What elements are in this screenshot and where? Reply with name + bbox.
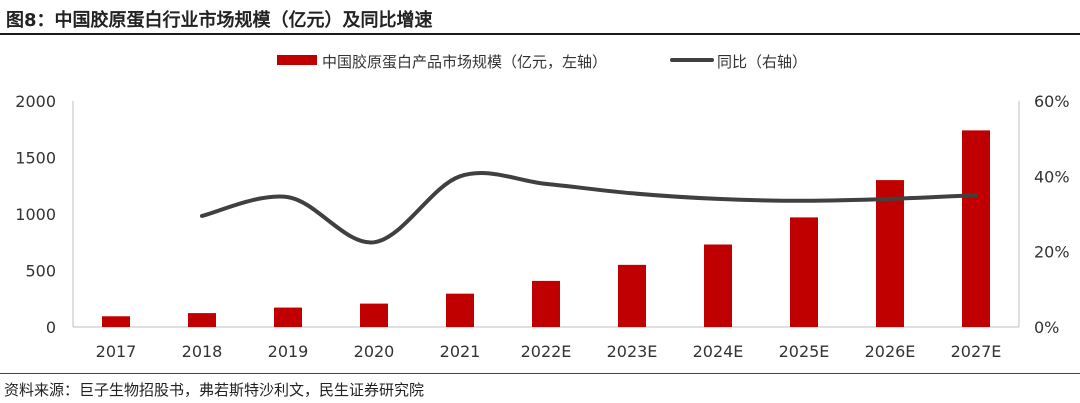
- bar-series: [102, 130, 990, 327]
- legend: 中国胶原蛋白产品市场规模（亿元，左轴） 同比（右轴）: [277, 53, 807, 71]
- bar-2020: [360, 303, 388, 327]
- bar-2022E: [532, 280, 560, 327]
- right-axis-tick-label: 20%: [1034, 243, 1070, 262]
- legend-bar-swatch: [277, 55, 317, 65]
- figure-title: 图8：中国胶原蛋白行业市场规模（亿元）及同比增速: [6, 10, 433, 31]
- x-axis-tick-label: 2020: [354, 342, 395, 361]
- bar-2019: [274, 307, 302, 327]
- bar-2026E: [876, 180, 904, 327]
- right-axis-tick-label: 40%: [1034, 167, 1070, 186]
- x-axis-tick-label: 2027E: [951, 342, 1002, 361]
- left-axis-tick-label: 500: [25, 262, 56, 281]
- bar-2023E: [618, 264, 646, 327]
- left-axis-tick-label: 1000: [15, 205, 56, 224]
- chart-area: 中国胶原蛋白产品市场规模（亿元，左轴） 同比（右轴） 0 500 1000 1500 2…: [0, 40, 1080, 370]
- x-axis-tick-label: 2024E: [693, 342, 744, 361]
- x-axis-tick-label: 2022E: [521, 342, 572, 361]
- combo-chart: 中国胶原蛋白产品市场规模（亿元，左轴） 同比（右轴） 0 500 1000 1500 2…: [15, 53, 1070, 361]
- bar-2017: [102, 316, 130, 327]
- x-axis-tick-label: 2019: [268, 342, 309, 361]
- left-axis-tick-label: 1500: [15, 149, 56, 168]
- title-divider: [0, 33, 1080, 35]
- x-axis-tick-label: 2018: [182, 342, 223, 361]
- bar-2018: [188, 313, 216, 327]
- legend-line-label: 同比（右轴）: [717, 53, 807, 71]
- bar-2021: [446, 293, 474, 327]
- x-axis-tick-labels: 2017 2018 2019 2020 2021 2022E 2023E 2024E 2025E…: [96, 342, 1002, 361]
- x-axis-tick-label: 2017: [96, 342, 137, 361]
- x-axis-tick-label: 2023E: [607, 342, 658, 361]
- source-note: 资料来源：巨子生物招股书，弗若斯特沙利文，民生证券研究院: [4, 381, 425, 399]
- right-axis-tick-label: 0%: [1034, 318, 1059, 337]
- right-axis-ticks: 0% 20% 40% 60%: [1034, 92, 1070, 337]
- x-axis-tick-label: 2026E: [865, 342, 916, 361]
- left-axis-tick-label: 2000: [15, 92, 56, 111]
- left-axis-ticks: 0 500 1000 1500 2000: [15, 92, 56, 337]
- yoy-line: [200, 171, 978, 245]
- bar-2024E: [704, 244, 732, 327]
- x-axis-tick-label: 2025E: [779, 342, 830, 361]
- bar-2027E: [962, 130, 990, 327]
- footer-divider: [0, 373, 1080, 374]
- line-series: [200, 171, 978, 245]
- x-axis-tick-label: 2021: [440, 342, 481, 361]
- legend-bar-label: 中国胶原蛋白产品市场规模（亿元，左轴）: [322, 53, 607, 71]
- bar-2025E: [790, 217, 818, 327]
- right-axis-tick-label: 60%: [1034, 92, 1070, 111]
- left-axis-tick-label: 0: [46, 318, 56, 337]
